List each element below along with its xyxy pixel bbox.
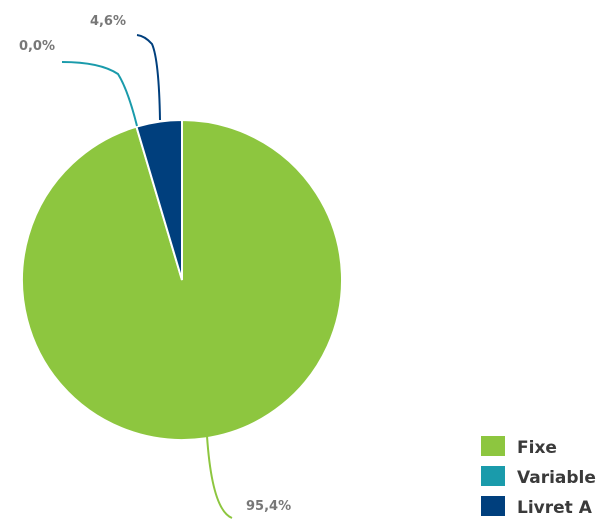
legend-item-variable[interactable]: Variable: [481, 466, 596, 488]
leader-lines: [61, 34, 233, 519]
leader-line-livret-a: [136, 34, 161, 121]
data-label-livret-a: 4,6%: [90, 14, 126, 29]
leader-line-fixe: [206, 435, 233, 519]
legend-item-fixe[interactable]: Fixe: [481, 436, 557, 458]
data-labels: 95,4% 0,0% 4,6%: [19, 14, 291, 514]
legend-label-fixe: Fixe: [517, 438, 557, 458]
legend-label-livret-a: Livret A: [517, 498, 593, 518]
pie-slice-livret-a[interactable]: [135, 118, 183, 281]
data-label-fixe: 95,4%: [246, 499, 291, 514]
legend-swatch-variable: [481, 466, 505, 486]
legend-label-variable: Variable: [517, 468, 596, 488]
legend-item-livret-a[interactable]: Livret A: [481, 496, 593, 518]
legend-swatch-fixe: [481, 436, 505, 456]
data-label-variable: 0,0%: [19, 39, 55, 54]
leader-line-variable: [61, 61, 138, 127]
legend-swatch-livret-a: [481, 496, 505, 516]
pie-slices: [21, 118, 344, 441]
legend: Fixe Variable Livret A: [481, 436, 596, 518]
